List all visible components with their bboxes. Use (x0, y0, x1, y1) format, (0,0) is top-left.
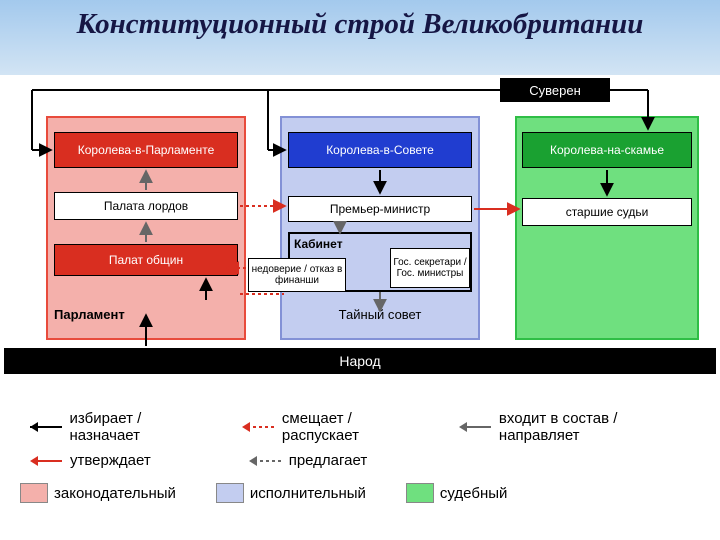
legend-member: входит в состав / направляет (449, 410, 700, 444)
queen-on-bench-label: Королева-на-скамье (550, 143, 664, 157)
house-of-commons: Палат общин (54, 244, 238, 276)
queen-in-council: Королева-в-Совете (288, 132, 472, 168)
legend-legislative-label: законодательный (54, 485, 176, 502)
secretaries-label: Гос. секретари / Гос. министры (391, 257, 469, 279)
legend-judicial: судебный (406, 483, 507, 503)
house-of-commons-label: Палат общин (109, 253, 183, 267)
sovereign-label: Суверен (529, 83, 581, 98)
privy-council-label: Тайный совет (320, 304, 440, 324)
no-confidence-label: недоверие / отказ в финанши (249, 264, 345, 286)
page-title: Конституционный строй Великобритании (0, 8, 720, 41)
queen-in-parliament: Королева-в-Парламенте (54, 132, 238, 168)
house-of-lords: Палата лордов (54, 192, 238, 220)
prime-minister-label: Премьер-министр (330, 202, 430, 216)
sovereign-box: Суверен (500, 78, 610, 102)
cabinet-text: Кабинет (294, 237, 343, 251)
parliament-text: Парламент (54, 307, 125, 322)
no-confidence-note: недоверие / отказ в финанши (248, 258, 346, 292)
legend-proposes: предлагает (239, 452, 368, 469)
people-bar: Народ (4, 348, 716, 374)
secretaries: Гос. секретари / Гос. министры (390, 248, 470, 288)
queen-in-council-label: Королева-в-Совете (326, 143, 434, 157)
legend-executive: исполнительный (216, 483, 366, 503)
legend-legislative: законодательный (20, 483, 176, 503)
cabinet-label: Кабинет (294, 236, 364, 252)
legend-approves-label: утверждает (70, 452, 151, 469)
legend-member-label: входит в состав / направляет (499, 410, 700, 444)
legend-dismisses-label: смещает / распускает (282, 410, 432, 444)
queen-on-bench: Королева-на-скамье (522, 132, 692, 168)
legend-elects: избирает / назначает (20, 410, 214, 444)
queen-in-parliament-label: Королева-в-Парламенте (78, 143, 215, 157)
legend-dismisses: смещает / распускает (232, 410, 431, 444)
legend-executive-label: исполнительный (250, 485, 366, 502)
legend-approves: утверждает (20, 452, 151, 469)
people-label: Народ (339, 353, 380, 369)
legend-proposes-label: предлагает (289, 452, 368, 469)
legend-elects-label: избирает / назначает (70, 410, 215, 444)
house-of-lords-label: Палата лордов (104, 199, 188, 213)
senior-judges-label: старшие судьи (566, 205, 649, 219)
parliament-label: Парламент (54, 304, 154, 324)
senior-judges: старшие судьи (522, 198, 692, 226)
legend: избирает / назначает смещает / распускае… (20, 410, 700, 503)
legend-judicial-label: судебный (440, 485, 507, 502)
prime-minister: Премьер-министр (288, 196, 472, 222)
privy-council-text: Тайный совет (339, 307, 422, 322)
